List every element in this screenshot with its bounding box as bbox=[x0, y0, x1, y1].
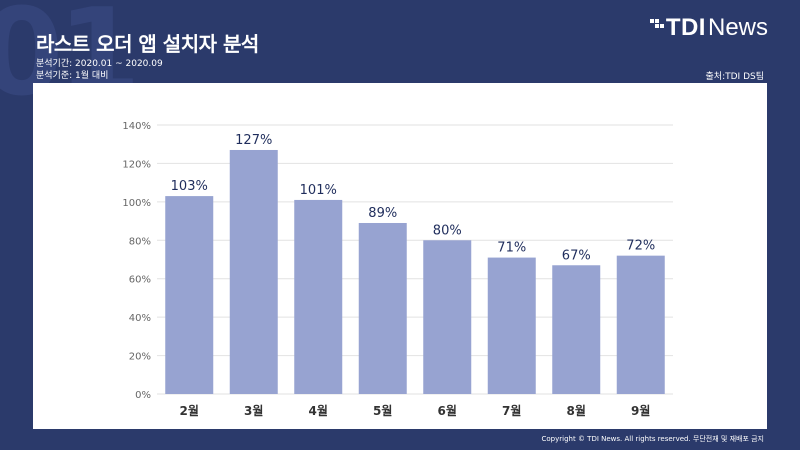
analysis-period: 분석기간: 2020.01 ~ 2020.09 bbox=[36, 59, 163, 69]
y-tick-label: 0% bbox=[135, 390, 151, 401]
bar bbox=[423, 240, 472, 394]
y-tick-label: 60% bbox=[129, 275, 151, 286]
y-tick-label: 40% bbox=[129, 313, 151, 324]
data-label: 71% bbox=[497, 241, 526, 256]
bar bbox=[294, 199, 343, 394]
y-tick-label: 140% bbox=[122, 121, 151, 132]
y-tick-label: 80% bbox=[129, 236, 151, 247]
data-label: 89% bbox=[368, 206, 397, 221]
data-label: 80% bbox=[433, 223, 462, 238]
logo-tdi-text: TDI bbox=[665, 14, 706, 41]
data-label: 127% bbox=[235, 133, 272, 148]
x-tick-label: 8월 bbox=[567, 403, 586, 418]
bar bbox=[358, 222, 407, 394]
data-label: 101% bbox=[300, 183, 337, 198]
logo-news-text: News bbox=[707, 14, 768, 41]
y-tick-label: 100% bbox=[122, 198, 151, 209]
x-tick-label: 9월 bbox=[631, 403, 650, 418]
x-tick-label: 3월 bbox=[244, 403, 263, 418]
x-tick-label: 4월 bbox=[309, 403, 328, 418]
copyright-footer: Copyright © TDI News. All rights reserve… bbox=[541, 435, 764, 443]
bar bbox=[552, 265, 601, 394]
source-label: 출처:TDI DS팀 bbox=[705, 72, 764, 82]
meta-info: 분석기간: 2020.01 ~ 2020.09 분석기준: 1월 대비 bbox=[36, 58, 163, 82]
x-tick-label: 2월 bbox=[180, 403, 199, 418]
data-label: 67% bbox=[562, 248, 591, 263]
x-tick-label: 6월 bbox=[438, 403, 457, 418]
data-label: 72% bbox=[626, 239, 655, 254]
logo-dots-icon bbox=[649, 17, 664, 39]
x-tick-label: 7월 bbox=[502, 403, 521, 418]
bar bbox=[165, 196, 214, 394]
tdi-news-logo: TDI News bbox=[649, 14, 768, 42]
bar bbox=[229, 149, 278, 394]
bar bbox=[616, 255, 665, 394]
x-tick-label: 5월 bbox=[373, 403, 392, 418]
y-tick-label: 120% bbox=[122, 159, 151, 170]
y-tick-label: 20% bbox=[129, 352, 151, 363]
data-label: 103% bbox=[171, 179, 208, 194]
chart-panel: 0% 20% 40% 60% 80% 100% 120% 140% 103% 2월 127% 3월 1… bbox=[33, 83, 767, 429]
analysis-basis: 분석기준: 1월 대비 bbox=[36, 71, 109, 81]
chart-title: 라스트 오더 앱 설치자 분석 bbox=[36, 32, 259, 56]
bar-chart: 0% 20% 40% 60% 80% 100% 120% 140% 103% 2월 127% 3월 1… bbox=[122, 121, 673, 418]
bar bbox=[487, 257, 536, 394]
